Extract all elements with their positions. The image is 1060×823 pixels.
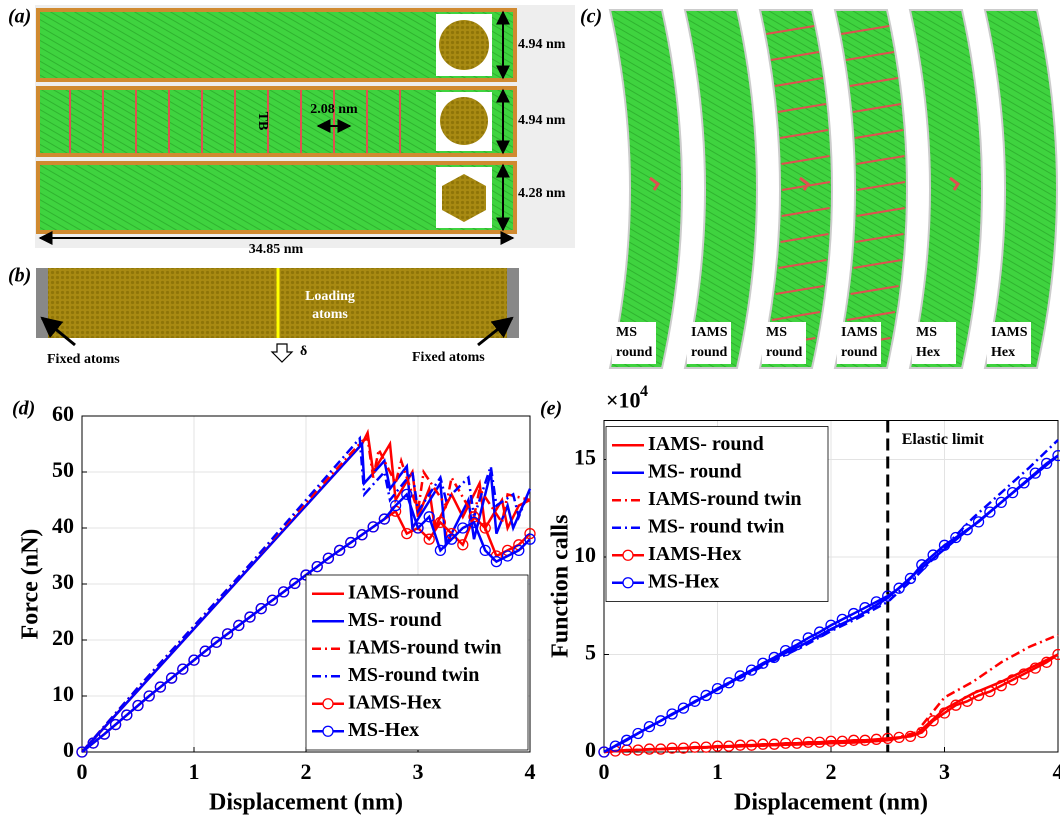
x-tick-label: 1 (712, 759, 723, 784)
y-tick-label: 10 (574, 542, 596, 567)
fixed-region (507, 268, 519, 338)
legend-label: MS- round (348, 609, 442, 631)
wire-label: round (766, 345, 803, 360)
charts: 010203040506001234(d)Displacement (nm)Fo… (12, 383, 1060, 815)
wire-label: round (691, 345, 728, 360)
legend-label: MS-Hex (648, 570, 719, 592)
chart: 0 10 20 30 40 50 60 0 1 2 3 4 (d) Displacement (nm) Fo… (12, 398, 536, 816)
tb-label: TB (255, 112, 270, 131)
reference-label: Elastic limit (902, 431, 985, 448)
wire-label: Hex (991, 345, 1015, 360)
axis-multiplier-exponent: 4 (640, 383, 648, 400)
panel-label: (a) (8, 6, 31, 28)
y-tick-label: 0 (585, 737, 596, 762)
wire-label: IAMS (991, 325, 1028, 340)
legend-label: IAMS-round twin (348, 636, 502, 658)
dimension-label: 34.85 nm (249, 242, 304, 257)
x-tick-label: 2 (301, 759, 312, 784)
fixed-label: Fixed atoms (47, 352, 120, 367)
panel-label: (d) (12, 398, 35, 420)
legend-label: IAMS-round (348, 581, 459, 603)
axis-multiplier: ×10 (606, 388, 641, 413)
legend-swatch (323, 699, 333, 709)
y-axis-label: Force (nN) (18, 529, 44, 640)
legend-swatch (323, 726, 333, 736)
figure: (a) 4.94 nm 4.94 nm 4.28 nm 2.08 nm TB 3… (0, 0, 1060, 823)
x-axis-label: Displacement (nm) (734, 790, 928, 816)
dimension-label: 4.94 nm (518, 113, 566, 128)
x-tick-label: 4 (525, 759, 536, 784)
x-tick-label: 0 (77, 759, 88, 784)
cross-section (440, 97, 488, 145)
x-tick-label: 1 (189, 759, 200, 784)
panel-label: (b) (8, 265, 31, 287)
y-tick-label: 0 (63, 737, 74, 762)
bent-nanowire (985, 10, 1057, 368)
bent-nanowire (685, 10, 757, 368)
panel-c: (c) MS round IAMS round MS round IAMS round MS He… (580, 6, 1057, 368)
wire-label: Hex (916, 345, 940, 360)
wire-label: MS (766, 325, 787, 340)
chart: 0 5 10 15 0 1 2 3 4 (e) Displacement (nm) Function … (540, 383, 1060, 815)
legend-label: MS- round (648, 460, 742, 482)
wire-label: round (841, 345, 878, 360)
y-tick-label: 15 (574, 445, 596, 470)
legend-label: IAMS-round twin (648, 488, 802, 510)
dimension-label: 4.28 nm (518, 186, 566, 201)
delta-label: δ (300, 344, 307, 359)
y-tick-label: 50 (52, 457, 74, 482)
y-axis-label: Function calls (548, 515, 574, 658)
legend-label: MS-Hex (348, 719, 419, 741)
x-tick-label: 0 (599, 759, 610, 784)
loading-label: atoms (312, 307, 348, 322)
fixed-label: Fixed atoms (412, 350, 485, 365)
y-tick-label: 5 (585, 640, 596, 665)
panel-b: (b) Loading atoms Fixed atoms Fixed atom… (8, 265, 519, 368)
x-tick-label: 3 (413, 759, 424, 784)
bent-nanowire (610, 10, 682, 368)
wire-label: round (616, 345, 653, 360)
spacing-label: 2.08 nm (310, 102, 358, 117)
panel-label: (e) (540, 398, 562, 420)
panel-label: (c) (580, 6, 602, 28)
y-tick-label: 30 (52, 569, 74, 594)
legend-label: IAMS-Hex (348, 691, 441, 713)
y-tick-label: 20 (52, 625, 74, 650)
legend-label: MS-round twin (348, 664, 479, 686)
wire-label: MS (616, 325, 637, 340)
cross-section (439, 20, 489, 70)
bent-nanowire (760, 10, 832, 368)
load-arrow (272, 344, 292, 362)
dimension-label: 4.94 nm (518, 37, 566, 52)
x-tick-label: 3 (939, 759, 950, 784)
loading-label: Loading (305, 289, 355, 304)
y-tick-label: 60 (52, 401, 74, 426)
x-tick-label: 4 (1053, 759, 1060, 784)
legend-label: IAMS-Hex (648, 543, 741, 565)
legend-label: IAMS- round (648, 433, 764, 455)
legend-swatch (623, 578, 633, 588)
wire-label: IAMS (841, 325, 878, 340)
y-tick-label: 10 (52, 681, 74, 706)
panel-a: (a) 4.94 nm 4.94 nm 4.28 nm 2.08 nm TB 3… (8, 5, 575, 257)
y-tick-label: 40 (52, 513, 74, 538)
wire-label: MS (916, 325, 937, 340)
wire-label: IAMS (691, 325, 728, 340)
x-tick-label: 2 (826, 759, 837, 784)
bent-nanowire (910, 10, 982, 368)
x-axis-label: Displacement (nm) (209, 790, 403, 816)
legend-label: MS- round twin (648, 515, 784, 537)
legend-swatch (623, 550, 633, 560)
bent-nanowire (835, 10, 907, 368)
fixed-region (36, 268, 48, 338)
